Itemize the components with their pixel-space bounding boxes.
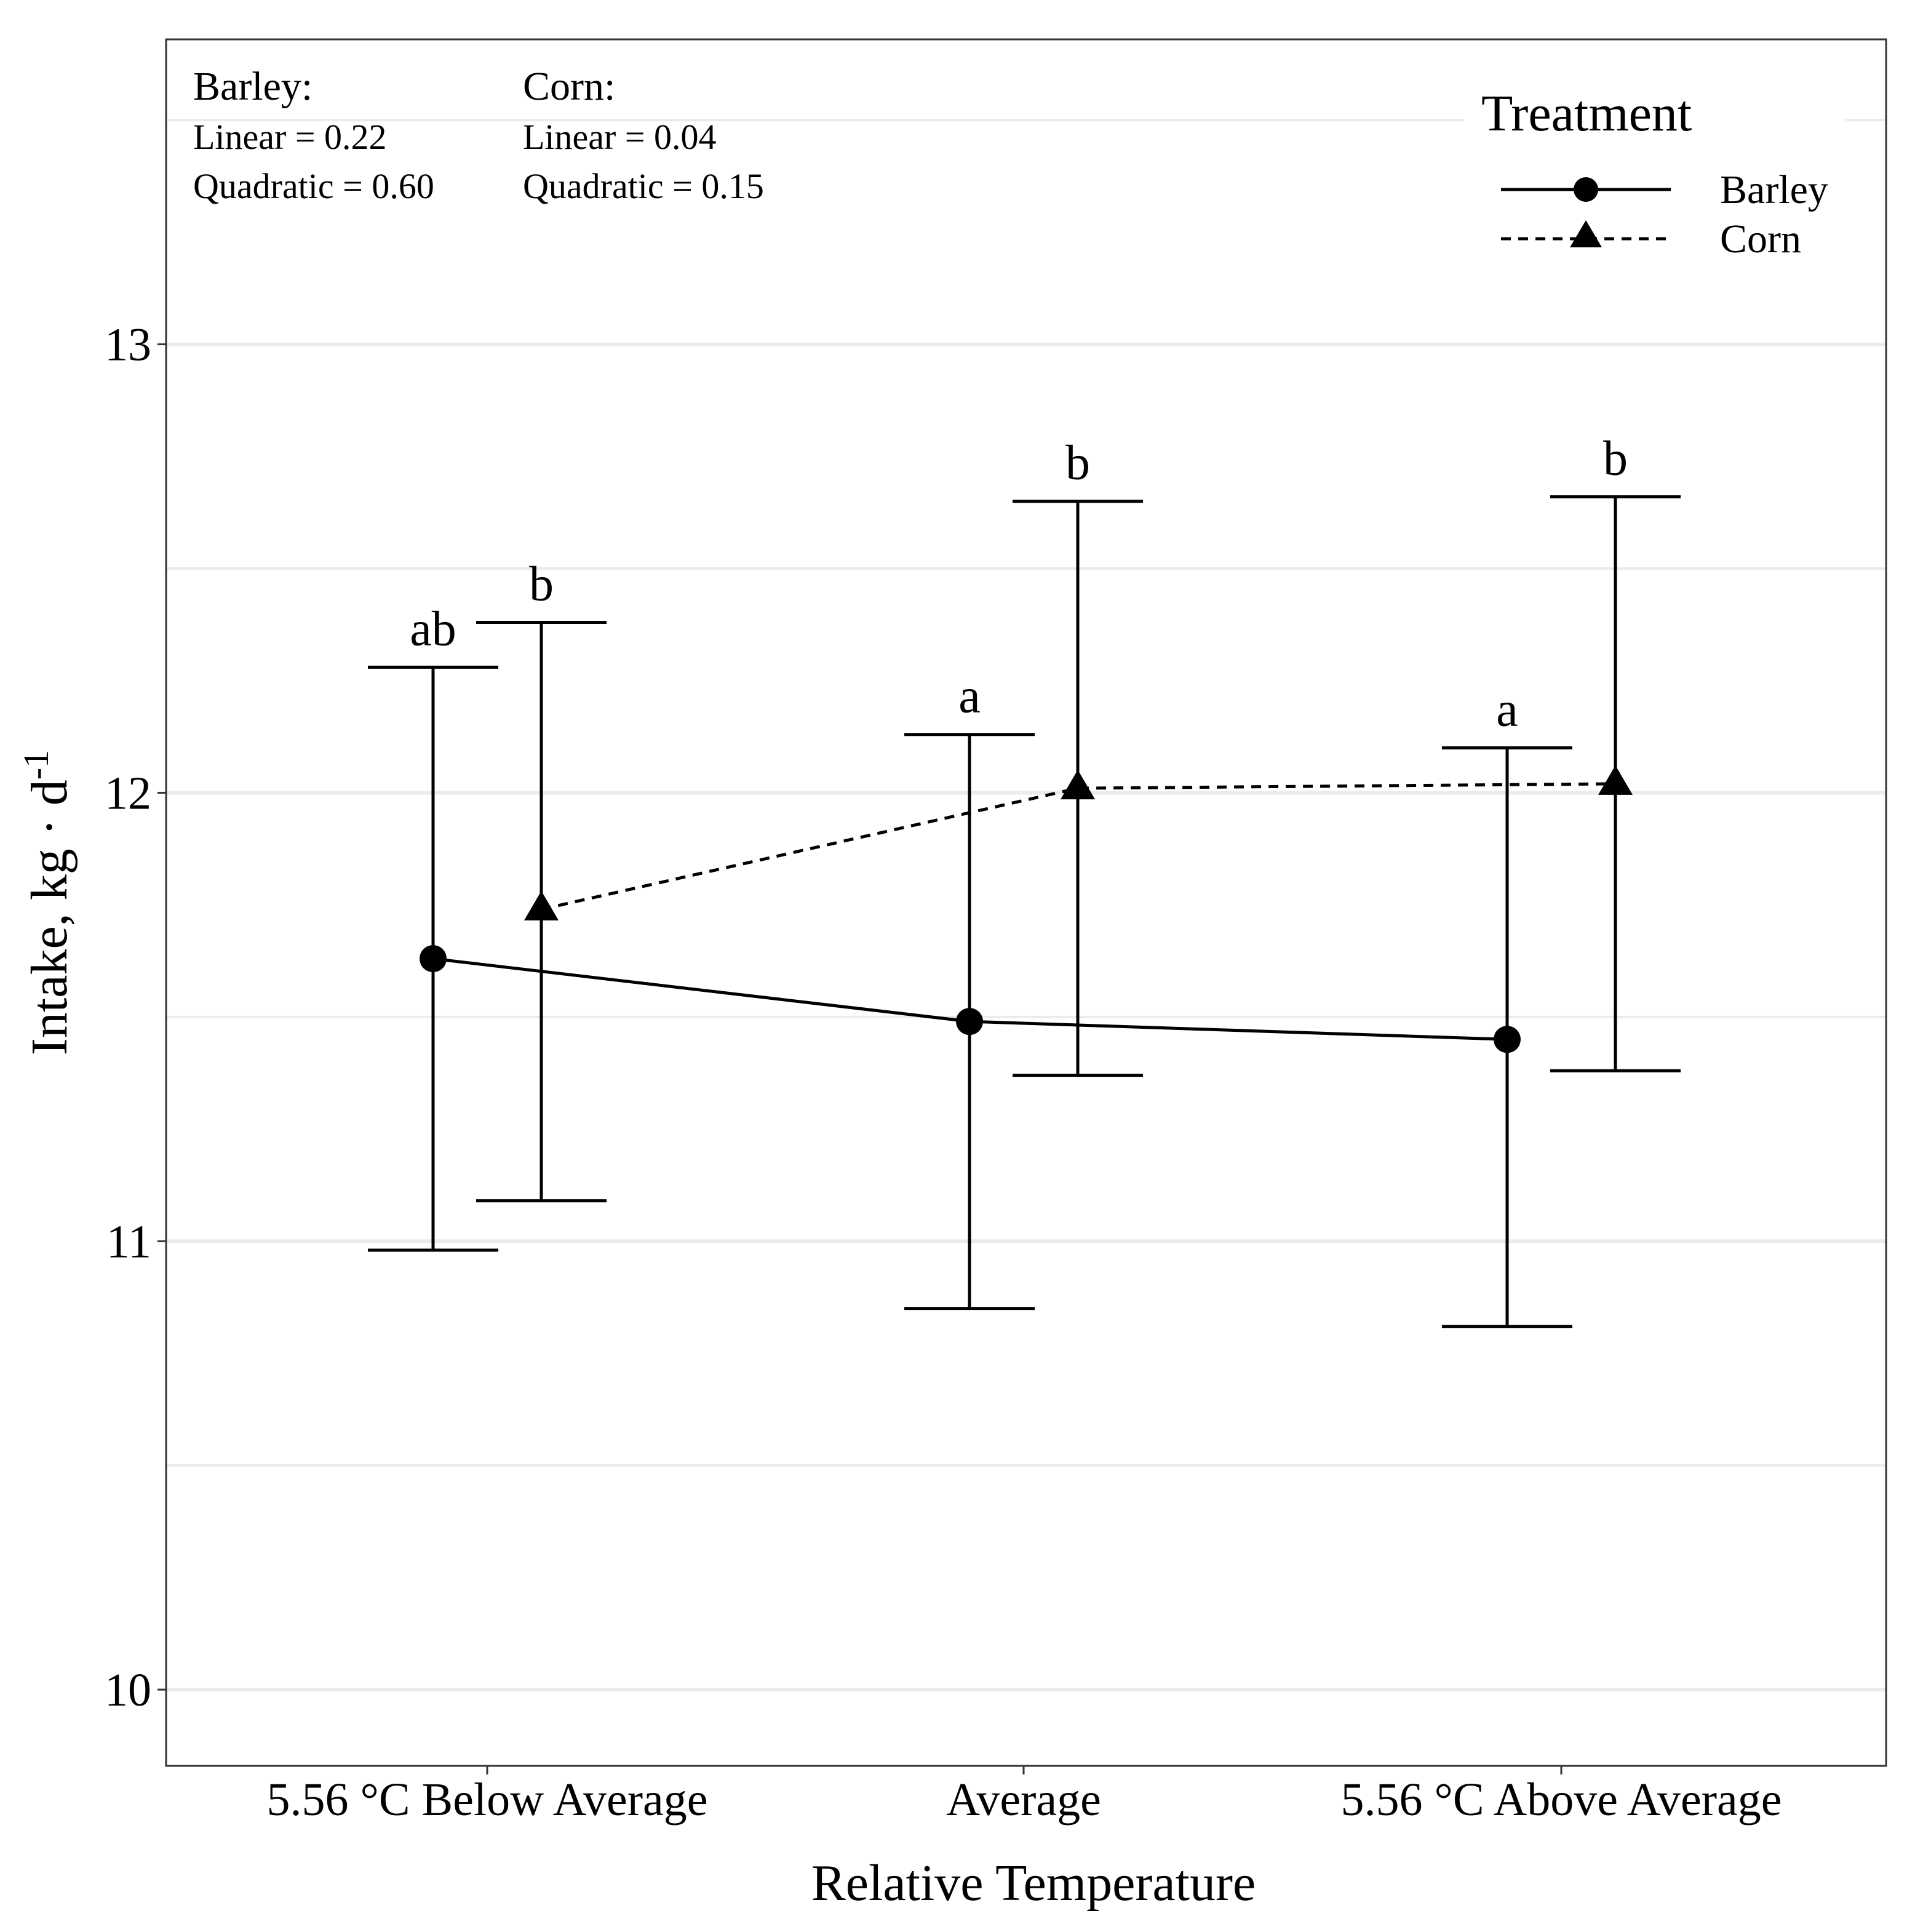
legend-title: Treatment bbox=[1481, 85, 1692, 142]
stats-barley-quadratic: Quadratic = 0.60 bbox=[193, 166, 434, 206]
sig-letter-barley-0: ab bbox=[410, 602, 456, 656]
point-barley-2 bbox=[1494, 1026, 1521, 1053]
point-barley-0 bbox=[420, 945, 447, 973]
stats-annotation-barley: Barley: Linear = 0.22 Quadratic = 0.60 bbox=[193, 64, 434, 206]
y-tick-label-1: 11 bbox=[106, 1216, 151, 1267]
stats-corn-title: Corn: bbox=[523, 64, 615, 109]
legend-label-corn: Corn bbox=[1720, 217, 1801, 261]
legend-label-barley: Barley bbox=[1720, 167, 1828, 212]
stats-corn-linear: Linear = 0.04 bbox=[523, 117, 717, 157]
point-corn-0 bbox=[524, 890, 559, 920]
axis-ticks: 10 11 12 13 5.56 °C Below Average Average 5.56… bbox=[105, 319, 1782, 1826]
stats-annotation-corn: Corn: Linear = 0.04 Quadratic = 0.15 bbox=[523, 64, 764, 206]
point-corn-2 bbox=[1598, 765, 1633, 795]
stats-barley-linear: Linear = 0.22 bbox=[193, 117, 387, 157]
stats-barley-title: Barley: bbox=[193, 64, 313, 109]
x-tick-label-1: Average bbox=[946, 1774, 1101, 1826]
sig-letter-corn-1: b bbox=[1065, 436, 1090, 490]
sig-letter-corn-0: b bbox=[529, 557, 554, 611]
plot-panel-border bbox=[165, 38, 1887, 1767]
significance-letters: aba abb b bbox=[410, 431, 1628, 736]
sig-letter-barley-1: a bbox=[958, 669, 981, 724]
y-tick-label-2: 12 bbox=[105, 767, 151, 819]
y-tick-label-0: 10 bbox=[105, 1664, 151, 1716]
sig-letter-barley-2: a bbox=[1496, 683, 1518, 737]
gridlines bbox=[166, 92, 1886, 1692]
x-axis-title: Relative Temperature bbox=[811, 1854, 1256, 1912]
y-axis-title-main: Intake, kg · d bbox=[21, 780, 78, 1055]
x-tick-label-0: 5.56 °C Below Average bbox=[266, 1774, 707, 1826]
legend: Treatment Barley Corn bbox=[1481, 85, 1828, 261]
series-points bbox=[420, 765, 1633, 1053]
legend-key-barley-marker bbox=[1574, 177, 1598, 202]
y-axis-title-superscript: -1 bbox=[16, 750, 56, 780]
point-corn-1 bbox=[1061, 770, 1095, 800]
legend-key-corn-marker bbox=[1570, 220, 1602, 247]
stats-corn-quadratic: Quadratic = 0.15 bbox=[523, 166, 764, 206]
y-tick-label-3: 13 bbox=[105, 319, 151, 371]
point-barley-1 bbox=[956, 1008, 983, 1036]
x-tick-label-2: 5.56 °C Above Average bbox=[1340, 1774, 1782, 1826]
y-axis-title: Intake, kg · d-1 bbox=[16, 750, 78, 1055]
sig-letter-corn-2: b bbox=[1603, 431, 1628, 485]
legend-background bbox=[1464, 92, 1845, 271]
